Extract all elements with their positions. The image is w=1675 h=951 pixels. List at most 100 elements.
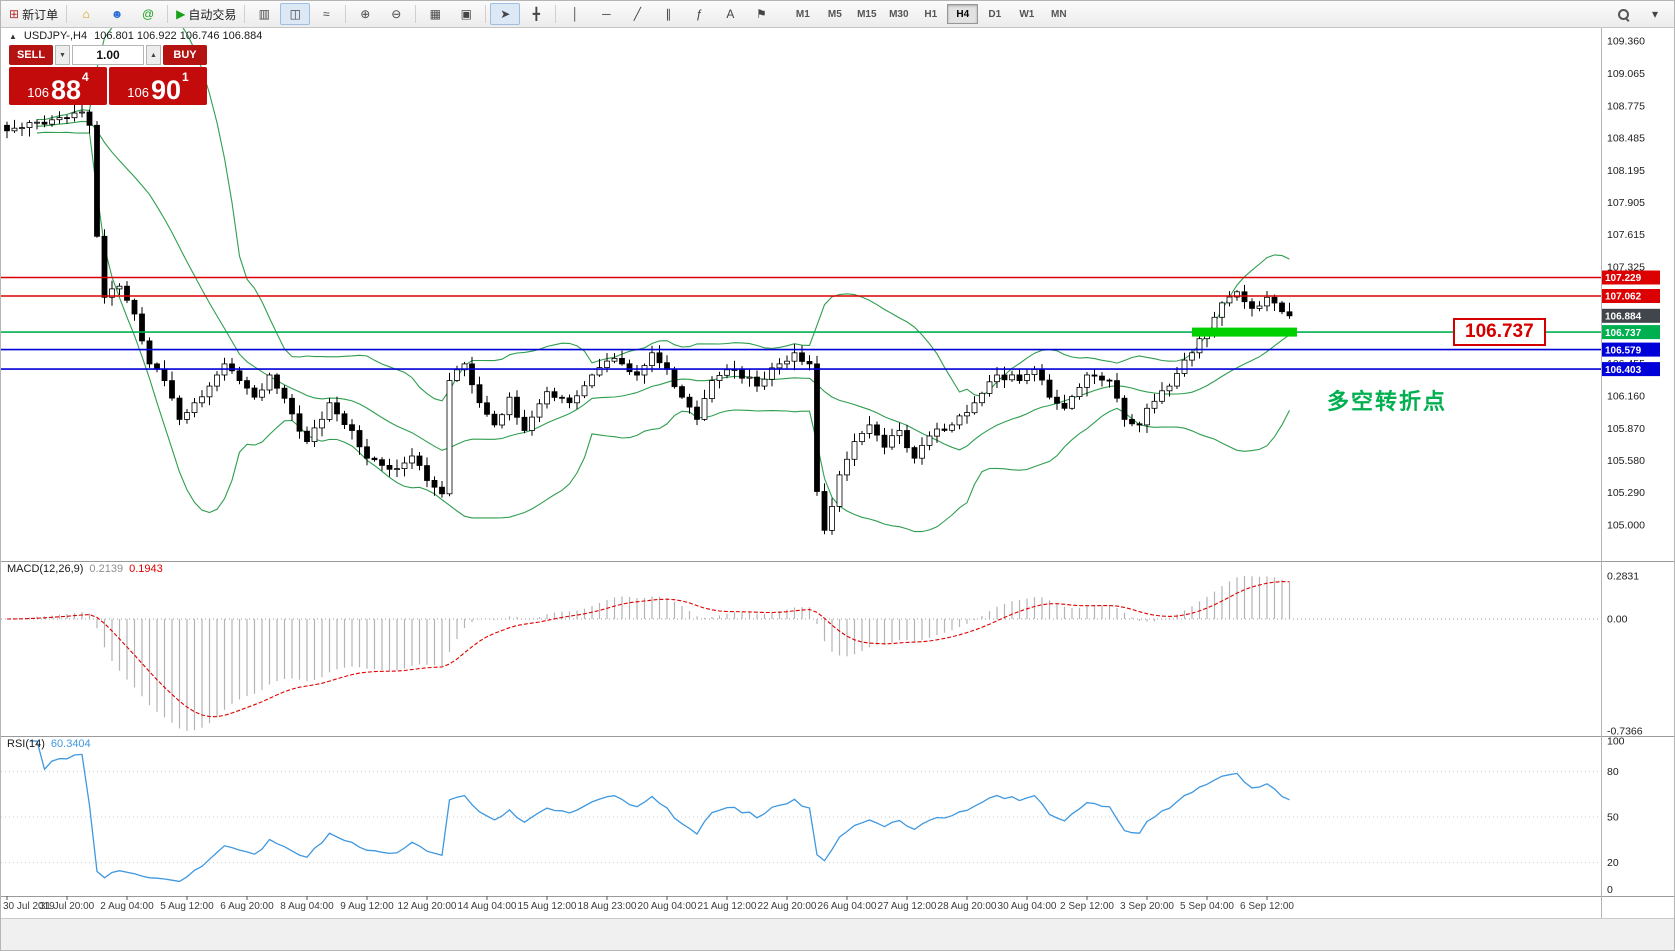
- arrow-object-icon-glyph: ⚑: [755, 7, 767, 21]
- arrange-windows-icon[interactable]: ▣: [451, 3, 481, 25]
- ohlc-values: 106.801 106.922 106.746 106.884: [94, 30, 263, 42]
- zoom-out-icon-glyph: ⊖: [391, 7, 402, 21]
- trendline-icon[interactable]: ╱: [622, 3, 652, 25]
- current-price-tag[interactable]: [1602, 308, 1660, 323]
- rsi-value: 60.3404: [50, 738, 91, 750]
- community-icon[interactable]: @: [133, 3, 163, 25]
- text-icon[interactable]: A: [715, 3, 745, 25]
- horizontal-lines-layer[interactable]: [1, 276, 1601, 370]
- turning-point-label[interactable]: 多空转折点: [1327, 390, 1448, 415]
- bollinger-upper: [36, 27, 1290, 402]
- price-axis[interactable]: 109.360 109.065 108.775 108.485 108.195 107.9…: [1602, 35, 1660, 896]
- price-axis-label: 108.195: [1607, 165, 1645, 177]
- time-axis-label: 20 Aug 04:00: [638, 901, 697, 912]
- equidistant-channel-icon-glyph: ∥: [665, 7, 672, 21]
- price-chart-svg[interactable]: 109.360 109.065 108.775 108.485 108.195 107.9…: [1, 27, 1675, 951]
- hline-price-tag[interactable]: [1602, 325, 1660, 340]
- line-chart-icon[interactable]: ≈: [311, 3, 341, 25]
- sell-price-big: 88: [50, 74, 82, 105]
- chart-ohlc-header: ▲ USDJPY-,H4 106.801 106.922 106.746 106…: [9, 30, 262, 42]
- time-axis-label: 30 Aug 04:00: [998, 901, 1057, 912]
- profile-icon-glyph: ☻: [110, 7, 124, 21]
- expert-advisors-icon[interactable]: ⌂: [71, 3, 101, 25]
- timeframe-d1[interactable]: D1: [988, 8, 1002, 20]
- hline-price-tag[interactable]: [1602, 362, 1660, 377]
- collapse-panel-icon[interactable]: ▲: [9, 31, 17, 41]
- arrow-object-icon[interactable]: ⚑: [746, 3, 776, 25]
- timeframe-mn[interactable]: MN: [1051, 8, 1067, 20]
- bollinger-lower: [36, 131, 1290, 533]
- buy-button[interactable]: BUY: [163, 45, 207, 65]
- toolbar-separator: [244, 5, 246, 23]
- panel-separators[interactable]: [1, 27, 1675, 919]
- crosshair-icon[interactable]: ╋: [521, 3, 551, 25]
- time-axis-label: 27 Aug 12:00: [878, 901, 937, 912]
- buy-price-display[interactable]: 106 90 1: [109, 67, 207, 105]
- volume-decrease-button[interactable]: ▼: [55, 45, 70, 65]
- time-axis-label: 5 Sep 04:00: [1180, 901, 1234, 912]
- price-tag-text: 106.884: [1605, 311, 1642, 322]
- sell-price-display[interactable]: 106 88 4: [9, 67, 107, 105]
- macd-axis-label: 0.2831: [1607, 570, 1639, 582]
- zoom-in-icon[interactable]: ⊕: [350, 3, 380, 25]
- horizontal-line-icon[interactable]: ─: [591, 3, 621, 25]
- price-axis-label: 105.290: [1607, 487, 1645, 499]
- volume-increase-button[interactable]: ▲: [146, 45, 161, 65]
- expert-advisors-icon-glyph: ⌂: [82, 7, 90, 21]
- bar-chart-icon-glyph: ▥: [258, 7, 270, 21]
- price-tag-text: 106.737: [1605, 328, 1642, 339]
- price-callout[interactable]: 106.737: [1453, 318, 1546, 346]
- price-tag-text: 107.062: [1605, 292, 1642, 303]
- new-order-button-label: 新订单: [22, 7, 59, 22]
- tile-windows-icon[interactable]: ▦: [420, 3, 450, 25]
- timeframe-h4[interactable]: H4: [947, 4, 979, 24]
- rsi-indicator-layer: [1, 740, 1601, 883]
- timeframe-m1[interactable]: M1: [795, 8, 810, 20]
- line-chart-icon-glyph: ≈: [323, 7, 330, 21]
- vertical-line-icon[interactable]: │: [560, 3, 590, 25]
- hline-price-tag[interactable]: [1602, 270, 1660, 285]
- vertical-line-icon-glyph: │: [571, 7, 580, 21]
- new-order-button[interactable]: ⊞ 新订单: [5, 3, 62, 25]
- zoom-in-icon-glyph: ⊕: [360, 7, 371, 21]
- equidistant-channel-icon[interactable]: ∥: [653, 3, 683, 25]
- timeframe-h1[interactable]: H1: [924, 8, 938, 20]
- timeframe-m30[interactable]: M30: [889, 8, 909, 20]
- timeframe-w1[interactable]: W1: [1019, 8, 1035, 20]
- hline-price-tag[interactable]: [1602, 342, 1660, 357]
- time-axis-label: 30 Jul 2019: [3, 901, 55, 912]
- toolbar-overflow-button[interactable]: ▾: [1651, 7, 1659, 21]
- rsi-axis-label: 50: [1607, 812, 1619, 824]
- timeframe-group: M1 M5 M15 M30 H1 H4 D1 W1 MN: [787, 4, 1074, 24]
- time-axis-label: 28 Aug 20:00: [938, 901, 997, 912]
- timeframe-m5[interactable]: M5: [827, 8, 842, 20]
- rsi-name: RSI(14): [7, 738, 45, 750]
- chart-background: [1, 27, 1674, 918]
- toolbar-separator: [415, 5, 417, 23]
- profile-icon[interactable]: ☻: [102, 3, 132, 25]
- symbol-period: USDJPY-,H4: [23, 30, 88, 42]
- fibonacci-icon-glyph: ƒ: [695, 7, 703, 21]
- hline-price-tag[interactable]: [1602, 289, 1660, 303]
- macd-axis-label: 0.00: [1607, 614, 1628, 626]
- rsi-axis-label: 80: [1607, 766, 1619, 778]
- candlestick-chart-icon[interactable]: ◫: [280, 3, 311, 25]
- fibonacci-icon[interactable]: ƒ: [684, 3, 714, 25]
- volume-input[interactable]: [72, 45, 144, 65]
- timeframe-m15[interactable]: M15: [857, 8, 877, 20]
- search-button[interactable]: [1608, 3, 1638, 25]
- price-axis-label: 108.485: [1607, 133, 1645, 145]
- bar-chart-icon[interactable]: ▥: [249, 3, 279, 25]
- cursor-icon[interactable]: ➤: [490, 3, 521, 25]
- price-axis-label: 107.615: [1607, 229, 1645, 241]
- price-axis-label: 108.775: [1607, 100, 1645, 112]
- trendline-icon-glyph: ╱: [633, 7, 641, 21]
- sell-button[interactable]: SELL: [9, 45, 53, 65]
- buy-price-base: 106: [127, 85, 149, 100]
- toolbar-separator: [66, 5, 68, 23]
- support-zone-highlight[interactable]: [1192, 327, 1297, 337]
- zoom-out-icon[interactable]: ⊖: [381, 3, 411, 25]
- auto-trading-button[interactable]: ▶ 自动交易: [172, 3, 240, 25]
- toolbar-separator: [167, 5, 169, 23]
